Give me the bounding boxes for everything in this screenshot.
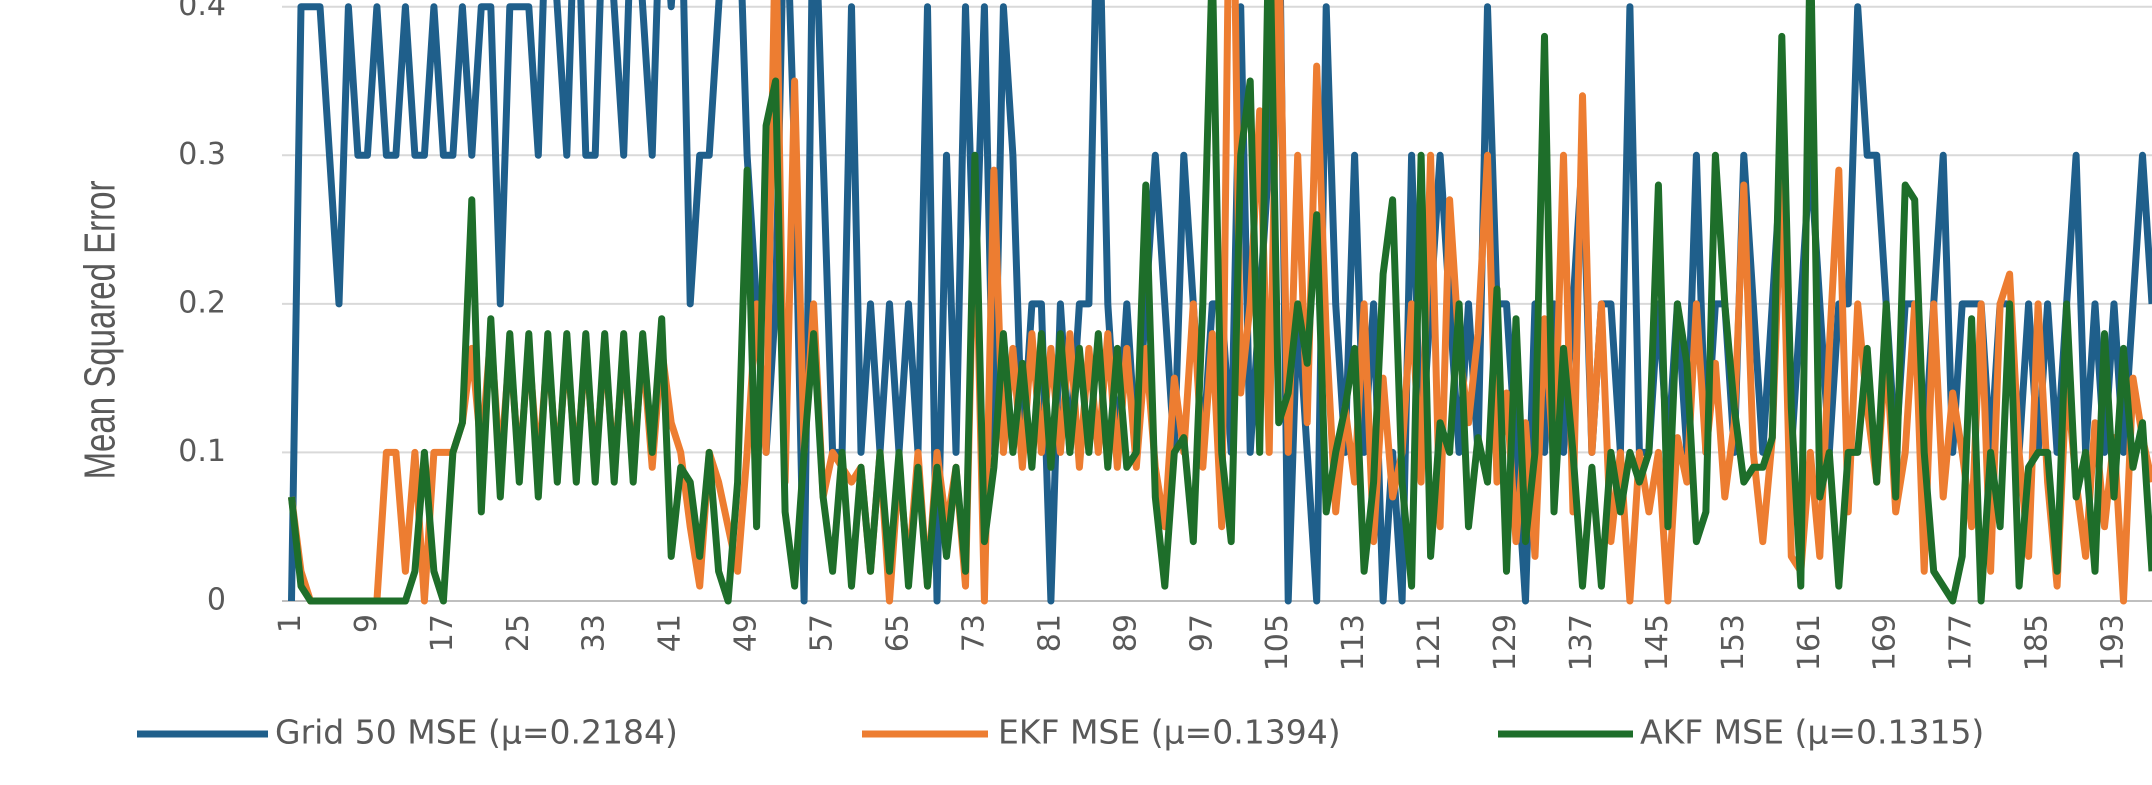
x-tick-label: 57 (805, 614, 840, 652)
x-tick-label: 25 (501, 614, 536, 652)
y-tick-label: 0.1 (178, 434, 226, 469)
y-tick-label: 0 (207, 583, 226, 618)
x-tick-label: 177 (1944, 614, 1979, 671)
x-tick-label: 129 (1488, 614, 1523, 671)
x-tick-label: 153 (1716, 614, 1751, 671)
x-tick-label: 121 (1412, 614, 1447, 671)
series-line (288, 0, 2152, 605)
y-tick-label: 0.3 (178, 137, 226, 172)
x-tick-label: 105 (1260, 614, 1295, 671)
x-tick-label: 9 (349, 614, 384, 633)
y-tick-label: 0.2 (178, 285, 226, 320)
y-axis-title: Mean Squared Error (76, 181, 125, 480)
x-tick-label: 113 (1336, 614, 1371, 671)
x-tick-label: 73 (956, 614, 991, 652)
x-tick-label: 41 (653, 614, 688, 652)
x-tick-label: 185 (2020, 614, 2055, 671)
x-tick-label: 33 (577, 614, 612, 652)
x-tick-label: 193 (2096, 614, 2131, 671)
y-tick-label: 0.4 (178, 0, 226, 23)
x-tick-label: 145 (1640, 614, 1675, 671)
legend-label: Grid 50 MSE (μ=0.2184) (275, 713, 678, 752)
x-tick-label: 1 (273, 614, 308, 633)
x-tick-label: 161 (1792, 614, 1827, 671)
x-tick-label: 65 (881, 614, 916, 652)
legend-label: EKF MSE (μ=0.1394) (998, 713, 1341, 752)
x-tick-label: 81 (1032, 614, 1067, 652)
x-tick-label: 89 (1108, 614, 1143, 652)
x-tick-label: 97 (1184, 614, 1219, 652)
legend-label: AKF MSE (μ=0.1315) (1640, 713, 1984, 752)
plot-area (288, 0, 2152, 605)
x-tick-label: 49 (729, 614, 764, 652)
x-tick-label: 169 (1868, 614, 1903, 671)
x-tick-label: 17 (425, 614, 460, 652)
x-tick-label: 137 (1564, 614, 1599, 671)
